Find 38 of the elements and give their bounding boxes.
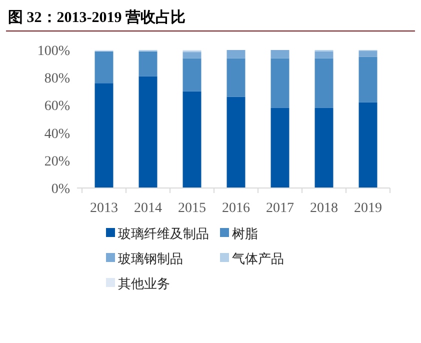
bar [182, 58, 202, 92]
bar [182, 91, 202, 188]
y-tick-label: 80% [44, 72, 70, 87]
y-tick-label: 60% [44, 99, 70, 114]
legend-label: 树脂 [232, 226, 258, 241]
x-tick-label: 2018 [310, 201, 338, 216]
x-tick-label: 2017 [266, 201, 294, 216]
bar [182, 52, 202, 58]
x-tick-label: 2016 [222, 201, 250, 216]
bar [138, 76, 158, 188]
bar [226, 50, 246, 58]
bar [314, 108, 334, 188]
bar [270, 50, 290, 58]
x-tick-label: 2015 [178, 201, 206, 216]
legend-label: 玻璃钢制品 [118, 251, 183, 266]
legend-label: 玻璃纤维及制品 [118, 226, 209, 241]
x-tick-label: 2014 [134, 201, 162, 216]
bar [314, 58, 334, 108]
bar [358, 102, 378, 188]
chart-title: 图 32：2013-2019 营收占比 [8, 9, 186, 26]
bar [358, 50, 378, 57]
bar [226, 58, 246, 97]
y-tick-label: 40% [44, 126, 70, 142]
bar [138, 51, 158, 76]
x-tick-label: 2019 [354, 201, 382, 216]
legend-label: 气体产品 [232, 251, 284, 266]
legend-label: 其他业务 [118, 276, 170, 291]
bar [226, 96, 246, 188]
bar [314, 51, 334, 58]
bar [270, 108, 290, 188]
y-tick-label: 0% [51, 182, 70, 197]
y-tick-label: 20% [44, 154, 70, 170]
bar [270, 58, 290, 108]
bar [94, 51, 114, 84]
x-tick-label: 2013 [90, 201, 118, 216]
bar [94, 83, 114, 188]
y-tick-label: 100% [37, 44, 70, 59]
bar [358, 56, 378, 102]
